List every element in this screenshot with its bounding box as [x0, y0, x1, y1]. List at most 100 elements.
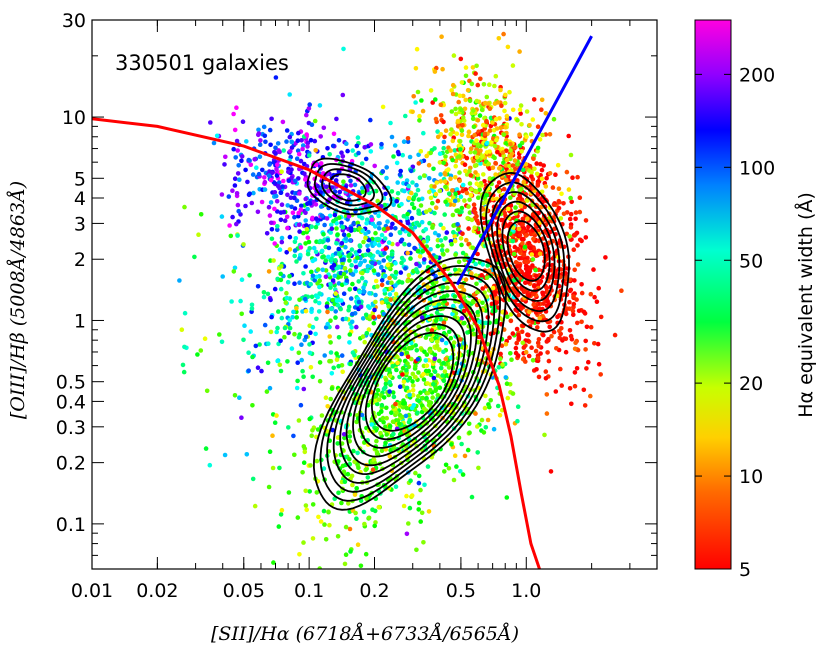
galaxy-point: [463, 277, 469, 282]
galaxy-point: [327, 213, 333, 219]
galaxy-point: [290, 210, 296, 216]
galaxy-point: [413, 363, 418, 369]
galaxy-point: [573, 340, 578, 346]
galaxy-point: [518, 203, 524, 209]
galaxy-point: [274, 166, 279, 172]
galaxy-point: [569, 401, 574, 407]
galaxy-point: [263, 139, 268, 145]
galaxy-point: [309, 433, 315, 439]
galaxy-point: [347, 340, 352, 345]
galaxy-point: [547, 171, 553, 176]
galaxy-point: [437, 160, 443, 165]
galaxy-point: [480, 262, 486, 267]
galaxy-point: [577, 195, 583, 200]
galaxy-point: [484, 118, 489, 124]
galaxy-point: [302, 296, 308, 302]
galaxy-point: [339, 500, 344, 506]
galaxy-point: [371, 268, 377, 273]
galaxy-point: [457, 139, 463, 144]
galaxy-point: [450, 82, 456, 88]
galaxy-point: [417, 118, 422, 123]
galaxy-point: [321, 125, 327, 131]
galaxy-point: [485, 263, 491, 268]
galaxy-point: [474, 189, 479, 195]
galaxy-point: [448, 176, 453, 182]
galaxy-point: [415, 220, 420, 226]
galaxy-point: [575, 174, 580, 180]
galaxy-point: [278, 575, 283, 580]
galaxy-point: [474, 281, 479, 287]
galaxy-point: [303, 177, 308, 182]
galaxy-point: [460, 231, 465, 236]
galaxy-point: [520, 222, 525, 227]
galaxy-point: [539, 107, 544, 112]
galaxy-point: [355, 450, 360, 456]
galaxy-point: [428, 150, 434, 156]
galaxy-point: [428, 195, 434, 201]
galaxy-point: [208, 120, 213, 125]
galaxy-point: [529, 169, 534, 175]
galaxy-point: [459, 242, 464, 248]
galaxy-point: [429, 328, 435, 333]
galaxy-point: [471, 158, 476, 164]
galaxy-point: [361, 239, 366, 245]
galaxy-point: [403, 413, 409, 419]
galaxy-point: [301, 374, 306, 380]
galaxy-point: [382, 202, 388, 208]
galaxy-point: [293, 236, 299, 241]
galaxy-point: [348, 178, 353, 184]
galaxy-point: [534, 171, 540, 177]
galaxy-point: [535, 149, 540, 154]
galaxy-point: [327, 358, 332, 364]
galaxy-point: [284, 250, 290, 255]
galaxy-point: [310, 428, 315, 433]
galaxy-point: [453, 191, 458, 197]
galaxy-point: [530, 358, 536, 363]
galaxy-point: [291, 433, 296, 439]
galaxy-point: [268, 297, 273, 303]
galaxy-point: [456, 259, 462, 265]
galaxy-point: [278, 512, 284, 517]
galaxy-point: [403, 266, 408, 271]
galaxy-point: [401, 379, 407, 385]
galaxy-point: [389, 189, 395, 194]
galaxy-point: [268, 258, 273, 263]
galaxy-point: [584, 324, 590, 330]
galaxy-point: [409, 493, 415, 498]
galaxy-point: [412, 245, 417, 251]
galaxy-point: [516, 335, 522, 340]
galaxy-point: [308, 330, 313, 336]
galaxy-point: [319, 248, 325, 254]
galaxy-point: [341, 291, 347, 297]
galaxy-point: [335, 441, 341, 446]
galaxy-point: [462, 162, 468, 167]
galaxy-point: [312, 278, 318, 283]
galaxy-point: [262, 179, 268, 185]
galaxy-point: [285, 359, 290, 364]
galaxy-point: [289, 167, 294, 172]
galaxy-point: [385, 219, 390, 224]
galaxy-point: [317, 378, 323, 384]
galaxy-point: [433, 97, 438, 102]
galaxy-point: [384, 415, 390, 421]
galaxy-point: [494, 126, 500, 131]
galaxy-point: [270, 465, 276, 471]
galaxy-point: [347, 238, 353, 243]
galaxy-point: [596, 361, 602, 367]
galaxy-point: [516, 196, 521, 202]
galaxy-point: [444, 230, 450, 235]
galaxy-point: [505, 395, 511, 401]
galaxy-point: [282, 325, 288, 331]
galaxy-point: [278, 286, 284, 292]
galaxy-point: [551, 202, 557, 207]
galaxy-point: [375, 284, 380, 289]
galaxy-point: [542, 432, 547, 438]
galaxy-point: [568, 152, 574, 158]
galaxy-point: [399, 255, 405, 261]
galaxy-point: [505, 44, 511, 50]
galaxy-point: [462, 320, 467, 326]
galaxy-point: [264, 389, 270, 394]
galaxy-point: [219, 192, 225, 197]
galaxy-point: [262, 322, 268, 328]
galaxy-point: [492, 155, 497, 161]
